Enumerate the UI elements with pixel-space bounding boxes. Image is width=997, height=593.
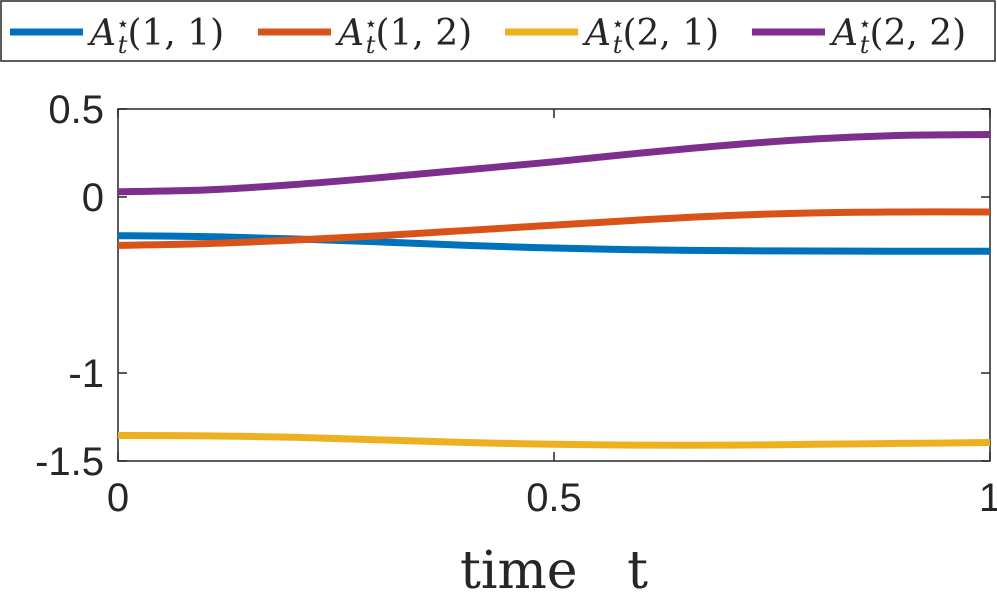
series-line-3 xyxy=(117,431,991,449)
legend-label-series-4: A⋆ t(2, 2) xyxy=(829,12,966,59)
tick-layer: 0 0.5 1 -1.5 -1 0 0.5 xyxy=(35,88,997,520)
y-tick-label: 0.5 xyxy=(48,88,104,132)
y-tick-label: -1 xyxy=(68,352,104,396)
y-tick-label: -1.5 xyxy=(35,440,104,484)
legend-label-series-3: A⋆ t(2, 1) xyxy=(582,12,719,59)
y-tick-label: 0 xyxy=(82,176,104,220)
legend-label-series-2: A⋆ t(1, 2) xyxy=(335,12,472,59)
series-line-4 xyxy=(117,131,991,196)
legend-item: A⋆ t(2, 2) xyxy=(752,12,966,59)
x-tick-label: 0 xyxy=(107,476,129,520)
x-tick-label: 1 xyxy=(979,476,997,520)
legend-item: A⋆ t(1, 1) xyxy=(10,12,224,59)
legend: A⋆ t(1, 1) A⋆ t(1, 2) A⋆ t(2, 1) A⋆ t(2, 2) xyxy=(0,0,996,62)
x-tick-label: 0.5 xyxy=(526,476,582,520)
series-layer xyxy=(117,131,991,449)
x-axis-title: time t xyxy=(460,541,648,593)
legend-label-series-1: A⋆ t(1, 1) xyxy=(87,12,224,59)
legend-item: A⋆ t(1, 2) xyxy=(258,12,472,59)
series-line-2 xyxy=(117,208,991,249)
legend-item: A⋆ t(2, 1) xyxy=(505,12,719,59)
plot-area xyxy=(117,108,991,462)
legend-box xyxy=(0,0,996,62)
